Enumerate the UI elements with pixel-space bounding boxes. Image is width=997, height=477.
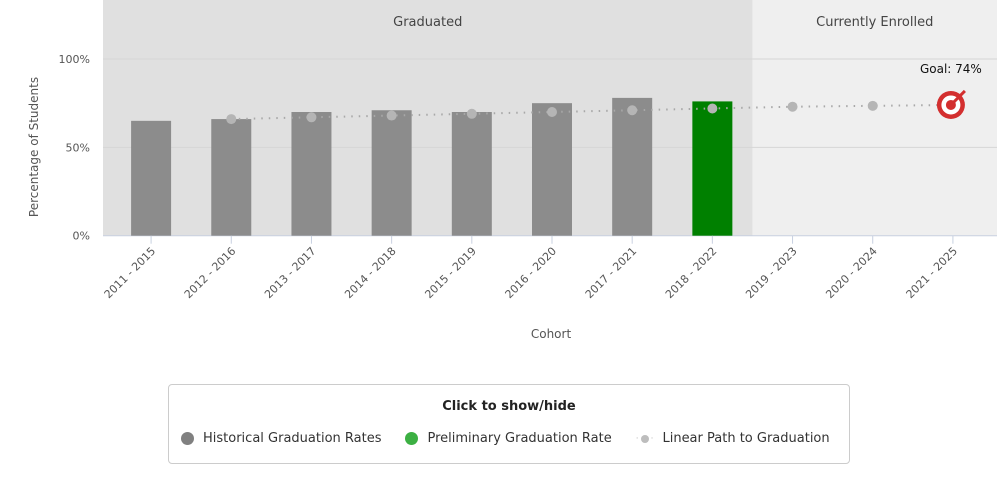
bar-2013-2017 (291, 112, 332, 236)
chart-svg: Graduated Currently Enrolled 0% 50% 100% Perc… (27, 0, 997, 341)
x-tick-label: 2014 - 2018 (342, 245, 399, 302)
bar-2018-2022 (692, 101, 733, 236)
linear-path-point (627, 105, 638, 116)
legend-marker-preliminary (405, 432, 419, 445)
goal-target-arrow (949, 89, 966, 107)
legend-marker-linear-path: · · (635, 433, 654, 444)
x-tick-label: 2020 - 2024 (823, 245, 880, 302)
linear-path-point (306, 112, 317, 123)
linear-path-point (547, 107, 557, 118)
legend-item-preliminary[interactable]: Preliminary Graduation Rate (405, 431, 612, 446)
legend-label-historical: Historical Graduation Rates (203, 431, 382, 446)
linear-path-point (226, 114, 237, 125)
linear-path-point (867, 100, 878, 111)
y-tick-label: 100% (59, 53, 90, 66)
bar-2016-2020 (532, 103, 572, 236)
x-tick-label: 2012 - 2016 (182, 245, 239, 302)
plot-band-label: Graduated (393, 15, 462, 30)
x-axis-title: Cohort (531, 327, 572, 341)
legend-marker-historical (181, 432, 194, 445)
linear-path-line (231, 103, 953, 121)
bar-2011-2015 (131, 120, 172, 236)
x-tick-label: 2011 - 2015 (102, 245, 159, 302)
plot-band (752, 0, 997, 236)
bar-2015-2019 (451, 112, 492, 236)
x-tick-label: 2013 - 2017 (262, 245, 319, 302)
bar-2012-2016 (211, 119, 252, 236)
legend: Click to show/hide Historical Graduation… (168, 384, 850, 464)
x-tick-label: 2018 - 2022 (663, 245, 720, 302)
bar-2017-2021 (612, 97, 653, 236)
legend-label-linear-path: Linear Path to Graduation (662, 431, 830, 446)
y-tick-label: 50% (66, 141, 90, 154)
legend-item-historical[interactable]: Historical Graduation Rates (181, 431, 381, 446)
linear-path-point (466, 108, 477, 119)
linear-path-point (707, 103, 718, 114)
x-tick-label: 2017 - 2021 (583, 245, 640, 302)
x-tick-label: 2015 - 2019 (422, 245, 479, 302)
legend-title: Click to show/hide (442, 399, 576, 414)
x-tick-label: 2016 - 2020 (503, 245, 560, 302)
linear-path-point (386, 110, 397, 121)
bar-2014-2018 (371, 110, 412, 236)
legend-item-linear-path[interactable]: · · Linear Path to Graduation (636, 431, 830, 446)
x-tick-label: 2021 - 2025 (903, 245, 960, 302)
x-tick-label: 2019 - 2023 (743, 245, 800, 302)
y-tick-label: 0% (73, 230, 90, 243)
plot-band-label: Currently Enrolled (816, 15, 933, 30)
goal-label: Goal: 74% (920, 62, 982, 76)
legend-label-preliminary: Preliminary Graduation Rate (427, 431, 612, 446)
linear-path-point (787, 101, 798, 112)
plot-band (103, 0, 753, 236)
y-axis-title: Percentage of Students (27, 77, 41, 217)
